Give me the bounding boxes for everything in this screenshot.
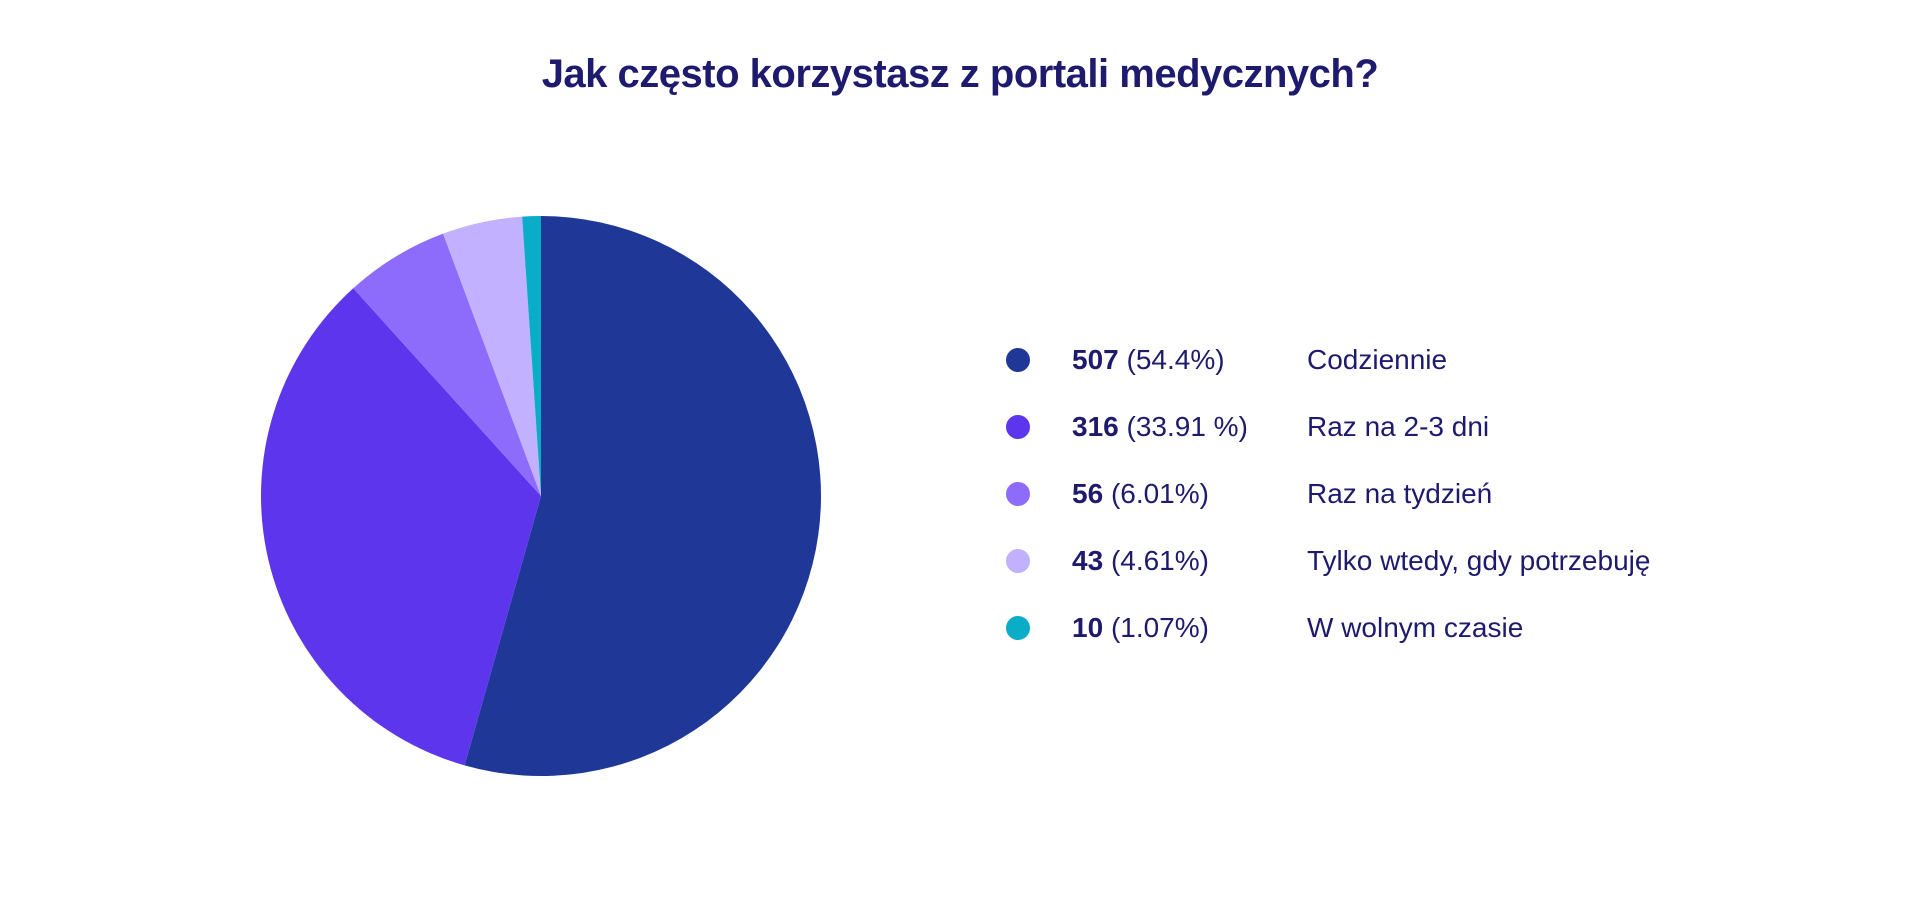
pie-chart [260,216,821,776]
legend-label: W wolnym czasie [1307,612,1524,643]
legend-count: 316 [1072,411,1119,442]
pie-slice [522,216,541,496]
legend-count: 10 [1072,612,1104,643]
legend-count: 43 [1072,545,1104,576]
legend-count: 56 [1072,478,1104,509]
legend-label: Codziennie [1307,344,1448,375]
legend: 507 (54.4%) Codziennie 316 (33.91 %) Raz… [1006,343,1726,678]
legend-dot-icon [1006,415,1030,439]
legend-percent: (33.91 %) [1126,411,1248,442]
legend-item: 56 (6.01%) Raz na tydzień [1006,477,1726,544]
legend-percent: (54.4%) [1126,344,1225,375]
legend-percent: (1.07%) [1110,612,1209,643]
legend-dot-icon [1006,348,1030,372]
pie-slice [353,233,541,496]
legend-label: Tylko wtedy, gdy potrzebuję [1307,545,1651,576]
legend-dot-icon [1006,549,1030,573]
legend-label: Raz na 2-3 dni [1307,411,1490,442]
legend-item: 10 (1.07%) W wolnym czasie [1006,611,1726,678]
legend-item: 43 (4.61%) Tylko wtedy, gdy potrzebuję [1006,544,1726,611]
legend-item: 316 (33.91 %) Raz na 2-3 dni [1006,410,1726,477]
chart-title: Jak często korzystasz z portali medyczny… [541,52,1379,96]
legend-item: 507 (54.4%) Codziennie [1006,343,1726,410]
pie-slice [443,216,541,496]
legend-dot-icon [1006,616,1030,640]
pie-slice [260,288,541,766]
legend-dot-icon [1006,482,1030,506]
pie-slice [464,216,821,776]
legend-label: Raz na tydzień [1307,478,1493,509]
legend-count: 507 [1072,344,1119,375]
legend-percent: (6.01%) [1110,478,1209,509]
legend-percent: (4.61%) [1110,545,1209,576]
